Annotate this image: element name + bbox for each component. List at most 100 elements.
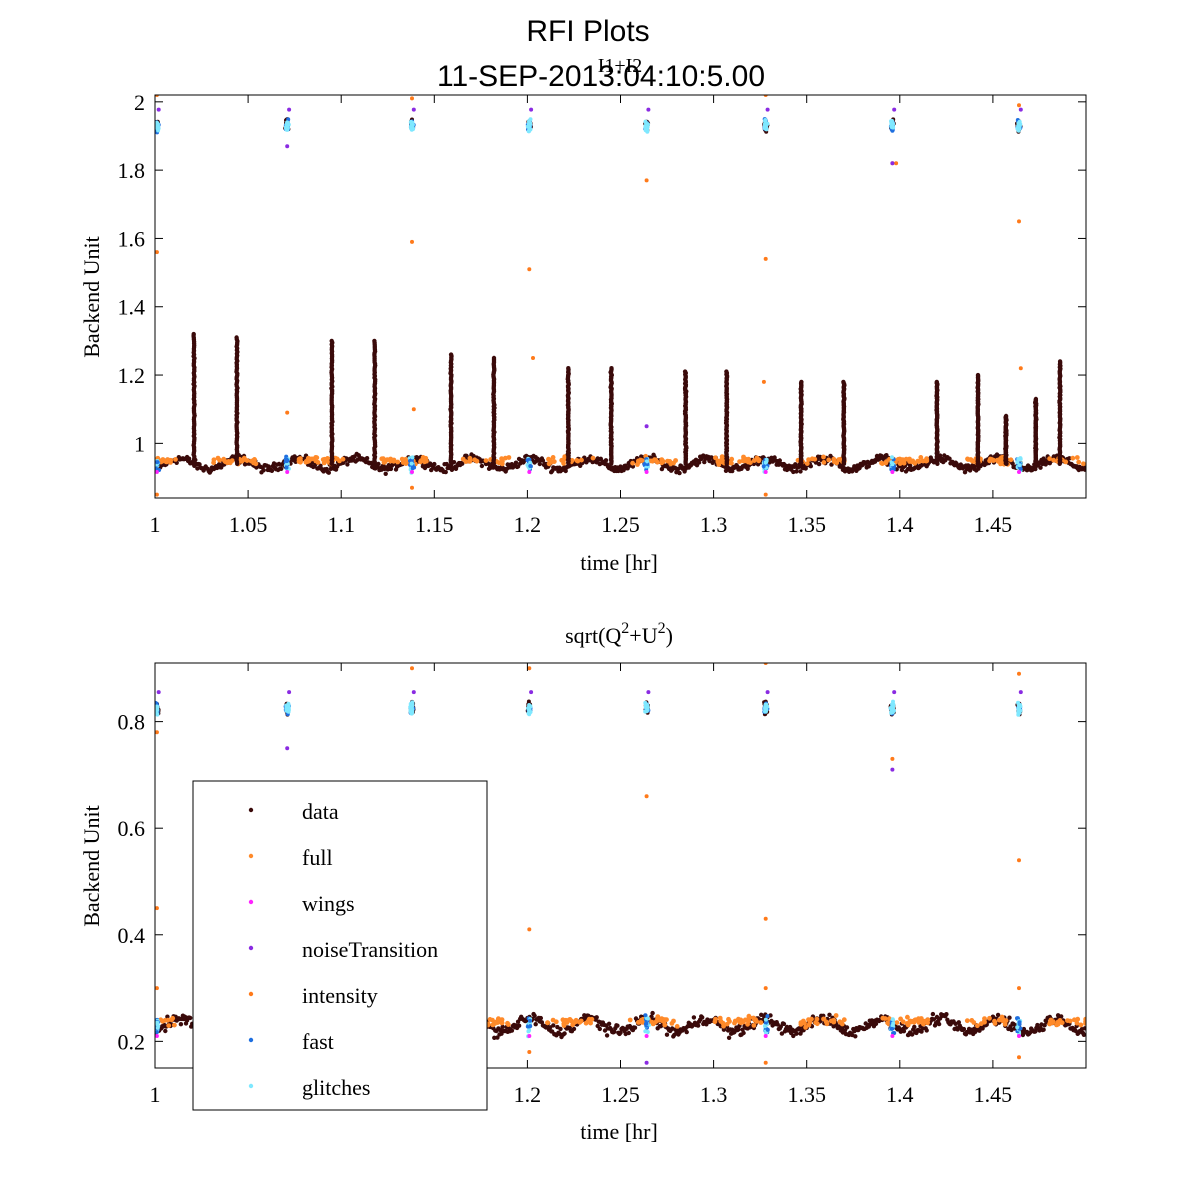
data-point [794,1031,799,1036]
data-point [808,464,813,469]
glitch-point [286,706,291,711]
glitch-point [890,707,895,712]
y-tick-label: 1.4 [118,295,146,320]
wings-point [763,470,768,474]
top-plot-points [155,95,1086,497]
glitch-point [643,124,648,128]
full-point [165,457,171,462]
full-point [553,1019,559,1025]
full-point [467,459,473,464]
data-point [1081,1032,1086,1037]
data-point [261,468,266,473]
full-point [1074,455,1080,460]
full-point [551,459,557,464]
glitch-point [528,460,533,465]
full-point [905,1014,910,1020]
full-point [806,1022,812,1028]
wings-point [644,470,649,474]
data-point [726,1035,732,1041]
data-spike-point [491,355,497,361]
glitch-point [763,460,768,465]
full-point [315,460,321,465]
full-point [638,457,644,463]
full-point [664,1017,669,1022]
noise-transition-point [287,690,292,695]
noise-transition-outlier-point [644,424,649,429]
data-spike-point [682,369,688,374]
full-point [912,460,918,466]
full-point [217,457,223,463]
data-point [1042,1022,1047,1028]
full-point [399,456,405,462]
data-point [197,462,202,467]
data-point [995,1012,1001,1018]
full-point [418,459,423,465]
full-point [821,1016,826,1022]
full-point [655,1014,661,1019]
full-point [671,1018,676,1024]
x-tick-label: 1.2 [514,512,542,537]
data-point [930,1011,936,1017]
overlap-label: I1+I2 [598,55,643,77]
data-point [741,1030,746,1036]
data-point [924,1028,929,1033]
full-point [574,1019,579,1024]
full-point [988,456,993,462]
data-point [1059,1014,1064,1019]
full-point [659,457,665,463]
data-point [777,458,782,463]
data-spike-point [724,369,729,374]
glitch-point [528,117,533,122]
fast-point [528,1018,532,1023]
noise-transition-point [765,690,770,695]
data-spike-point [841,379,846,385]
fast-point [284,465,289,470]
data-point [730,468,735,474]
full-point [737,459,742,464]
fast-point [642,462,647,467]
full-point [921,1021,926,1027]
full-point [487,1017,493,1022]
full-point [1074,1020,1080,1026]
intensity-outlier-point [410,239,414,244]
full-point [909,1018,915,1024]
glitch-point [525,124,530,129]
data-point [721,1027,727,1032]
full-point [1057,1018,1063,1023]
y-tick-label: 1 [134,431,145,456]
full-point [1067,1018,1073,1024]
glitch-point [890,1017,895,1022]
data-point [684,1029,689,1035]
glitch-point [286,701,291,706]
full-point [460,456,466,462]
full-point [752,1017,758,1023]
full-point [1050,1019,1056,1024]
intensity-outlier-point [763,256,768,261]
full-point [923,458,929,464]
full-point [673,458,678,463]
full-point [751,1023,757,1028]
data-point [632,1025,638,1030]
full-point [648,458,654,464]
wings-point [527,1034,532,1038]
glitch-point [285,121,290,126]
full-point [880,1015,886,1021]
full-point [965,457,971,462]
noise-transition-point [892,690,897,695]
full-point [173,457,178,462]
full-point [883,460,889,466]
x-tick-label: 1.25 [601,512,640,537]
data-point [794,469,799,474]
intensity-outlier-point [761,379,766,384]
fast-point [410,466,415,471]
glitch-point [155,120,159,125]
fast-point [155,460,160,465]
noise-transition-point [765,107,770,112]
wings-point [155,1034,159,1038]
data-point [947,456,952,461]
full-point [746,1018,751,1024]
full-point [561,457,567,462]
fast-point [891,466,896,470]
data-point [388,466,394,472]
full-point [917,1018,923,1024]
